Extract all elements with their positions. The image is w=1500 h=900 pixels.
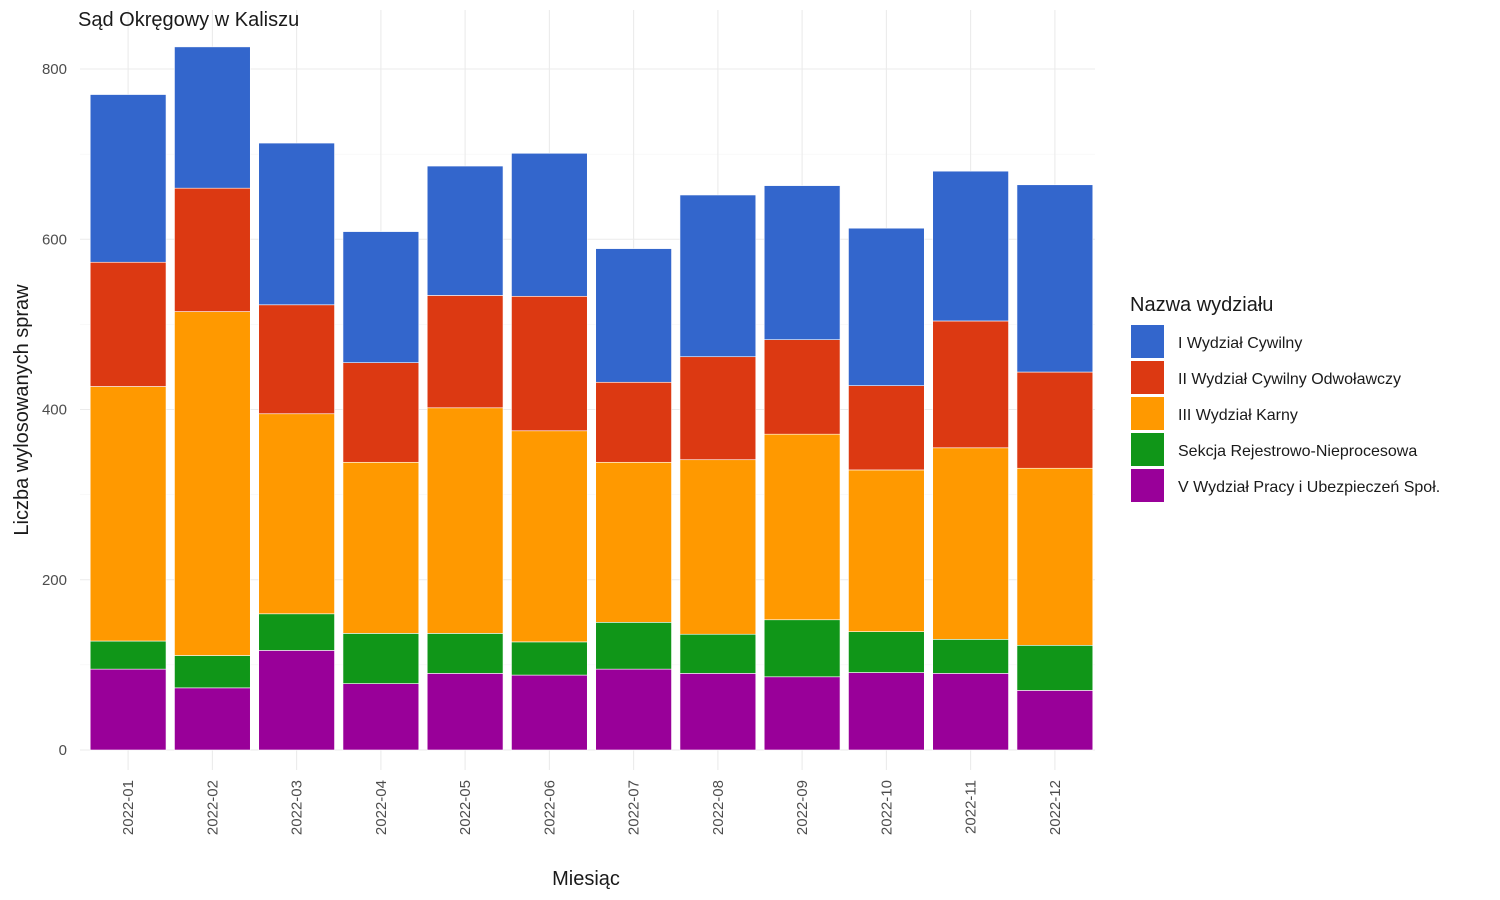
- bar-segment: [848, 385, 925, 471]
- bar-segment: [89, 386, 167, 642]
- x-tick-label: 2022-08: [710, 780, 727, 835]
- bar-segment: [763, 619, 841, 678]
- bar-segment: [763, 185, 841, 340]
- bar-segment: [1016, 371, 1094, 469]
- bar-segment: [174, 311, 251, 656]
- bar-segment: [595, 381, 672, 463]
- bar-segment: [763, 339, 841, 435]
- legend-label: Sekcja Rejestrowo-Nieprocesowa: [1178, 443, 1417, 460]
- x-tick-label: 2022-10: [878, 780, 895, 835]
- legend-label: I Wydział Cywilny: [1178, 335, 1302, 352]
- bar-segment: [89, 94, 167, 263]
- bar-segment: [426, 165, 504, 296]
- bar-segment: [342, 362, 420, 463]
- bar-segment: [932, 673, 1009, 751]
- bar-segment: [679, 356, 757, 461]
- x-tick-label: 2022-11: [963, 780, 980, 834]
- bar-segment: [426, 673, 504, 751]
- bar-segment: [174, 187, 251, 312]
- bar-segment: [511, 674, 588, 751]
- bar-segment: [1016, 467, 1094, 646]
- bar-segment: [595, 622, 672, 670]
- bar-segment: [1016, 690, 1094, 751]
- x-axis-ticks: 2022-01 2022-02 2022-03 2022-04 2022-05 2022-…: [120, 780, 1064, 835]
- bar-segment: [763, 676, 841, 751]
- bar-segment: [174, 655, 251, 689]
- bar-segment: [932, 170, 1009, 322]
- bar-segment: [89, 640, 167, 670]
- bar-segment: [426, 407, 504, 634]
- legend-label: III Wydział Karny: [1178, 407, 1298, 424]
- bar-segment: [426, 295, 504, 409]
- bar-segment: [848, 631, 925, 673]
- x-tick-label: 2022-04: [373, 780, 390, 835]
- legend-key: [1131, 469, 1164, 502]
- y-tick-label: 800: [42, 61, 67, 78]
- bar-segment: [1016, 644, 1094, 691]
- bar-segment: [342, 683, 420, 751]
- legend-key: [1131, 397, 1164, 430]
- x-tick-label: 2022-03: [289, 780, 306, 835]
- bar-segment: [426, 633, 504, 674]
- legend: Nazwa wydziału I Wydział Cywilny II Wydzi…: [1130, 294, 1440, 502]
- legend-label: II Wydział Cywilny Odwoławczy: [1178, 371, 1401, 388]
- x-tick-label: 2022-02: [204, 780, 221, 835]
- bar-segment: [595, 248, 672, 383]
- bar-segment: [511, 430, 588, 643]
- bar-segment: [174, 46, 251, 189]
- bar-segment: [174, 687, 251, 751]
- y-tick-label: 400: [42, 402, 67, 419]
- x-axis-title: Miesiąc: [552, 868, 620, 890]
- x-tick-label: 2022-05: [457, 780, 474, 835]
- y-tick-label: 0: [59, 742, 67, 759]
- bar-segment: [932, 320, 1009, 449]
- bar-segment: [258, 413, 335, 615]
- bar-segment: [848, 227, 925, 386]
- x-tick-label: 2022-01: [120, 780, 137, 835]
- x-tick-label: 2022-07: [626, 780, 643, 835]
- bar-segment: [679, 459, 757, 635]
- bar-segment: [258, 613, 335, 651]
- y-axis-ticks: 0 200 400 600 800: [42, 61, 67, 759]
- bar-segment: [679, 673, 757, 751]
- bar-segment: [763, 433, 841, 621]
- bar-segment: [258, 650, 335, 751]
- bar-segment: [89, 261, 167, 387]
- y-axis-title: Liczba wylosowanych spraw: [11, 284, 33, 536]
- bar-segment: [342, 633, 420, 684]
- y-tick-label: 600: [42, 231, 67, 248]
- bar-segment: [679, 194, 757, 358]
- bar-segment: [342, 461, 420, 634]
- bar-segment: [848, 469, 925, 632]
- bar-segment: [1016, 184, 1094, 373]
- x-tick-label: 2022-12: [1047, 780, 1064, 835]
- bar-segment: [595, 668, 672, 751]
- legend-key: [1131, 433, 1164, 466]
- chart-title: Sąd Okręgowy w Kaliszu: [78, 9, 299, 31]
- bar-segment: [511, 152, 588, 297]
- bar-segment: [848, 672, 925, 751]
- bar-segment: [511, 641, 588, 676]
- bar-segment: [679, 633, 757, 674]
- x-tick-label: 2022-06: [541, 780, 558, 835]
- bar-segment: [258, 304, 335, 415]
- bar-segment: [932, 447, 1009, 640]
- bar-segment: [89, 668, 167, 751]
- x-tick-label: 2022-09: [794, 780, 811, 835]
- bar-segment: [342, 231, 420, 363]
- legend-key: [1131, 325, 1164, 358]
- bar-segment: [595, 461, 672, 623]
- y-tick-label: 200: [42, 572, 67, 589]
- bar-segment: [932, 639, 1009, 674]
- bar-segment: [258, 142, 335, 306]
- legend-label: V Wydział Pracy i Ubezpieczeń Społ.: [1178, 479, 1440, 496]
- bar-segment: [511, 295, 588, 432]
- legend-title: Nazwa wydziału: [1130, 294, 1273, 316]
- bars: [89, 46, 1094, 751]
- legend-key: [1131, 361, 1164, 394]
